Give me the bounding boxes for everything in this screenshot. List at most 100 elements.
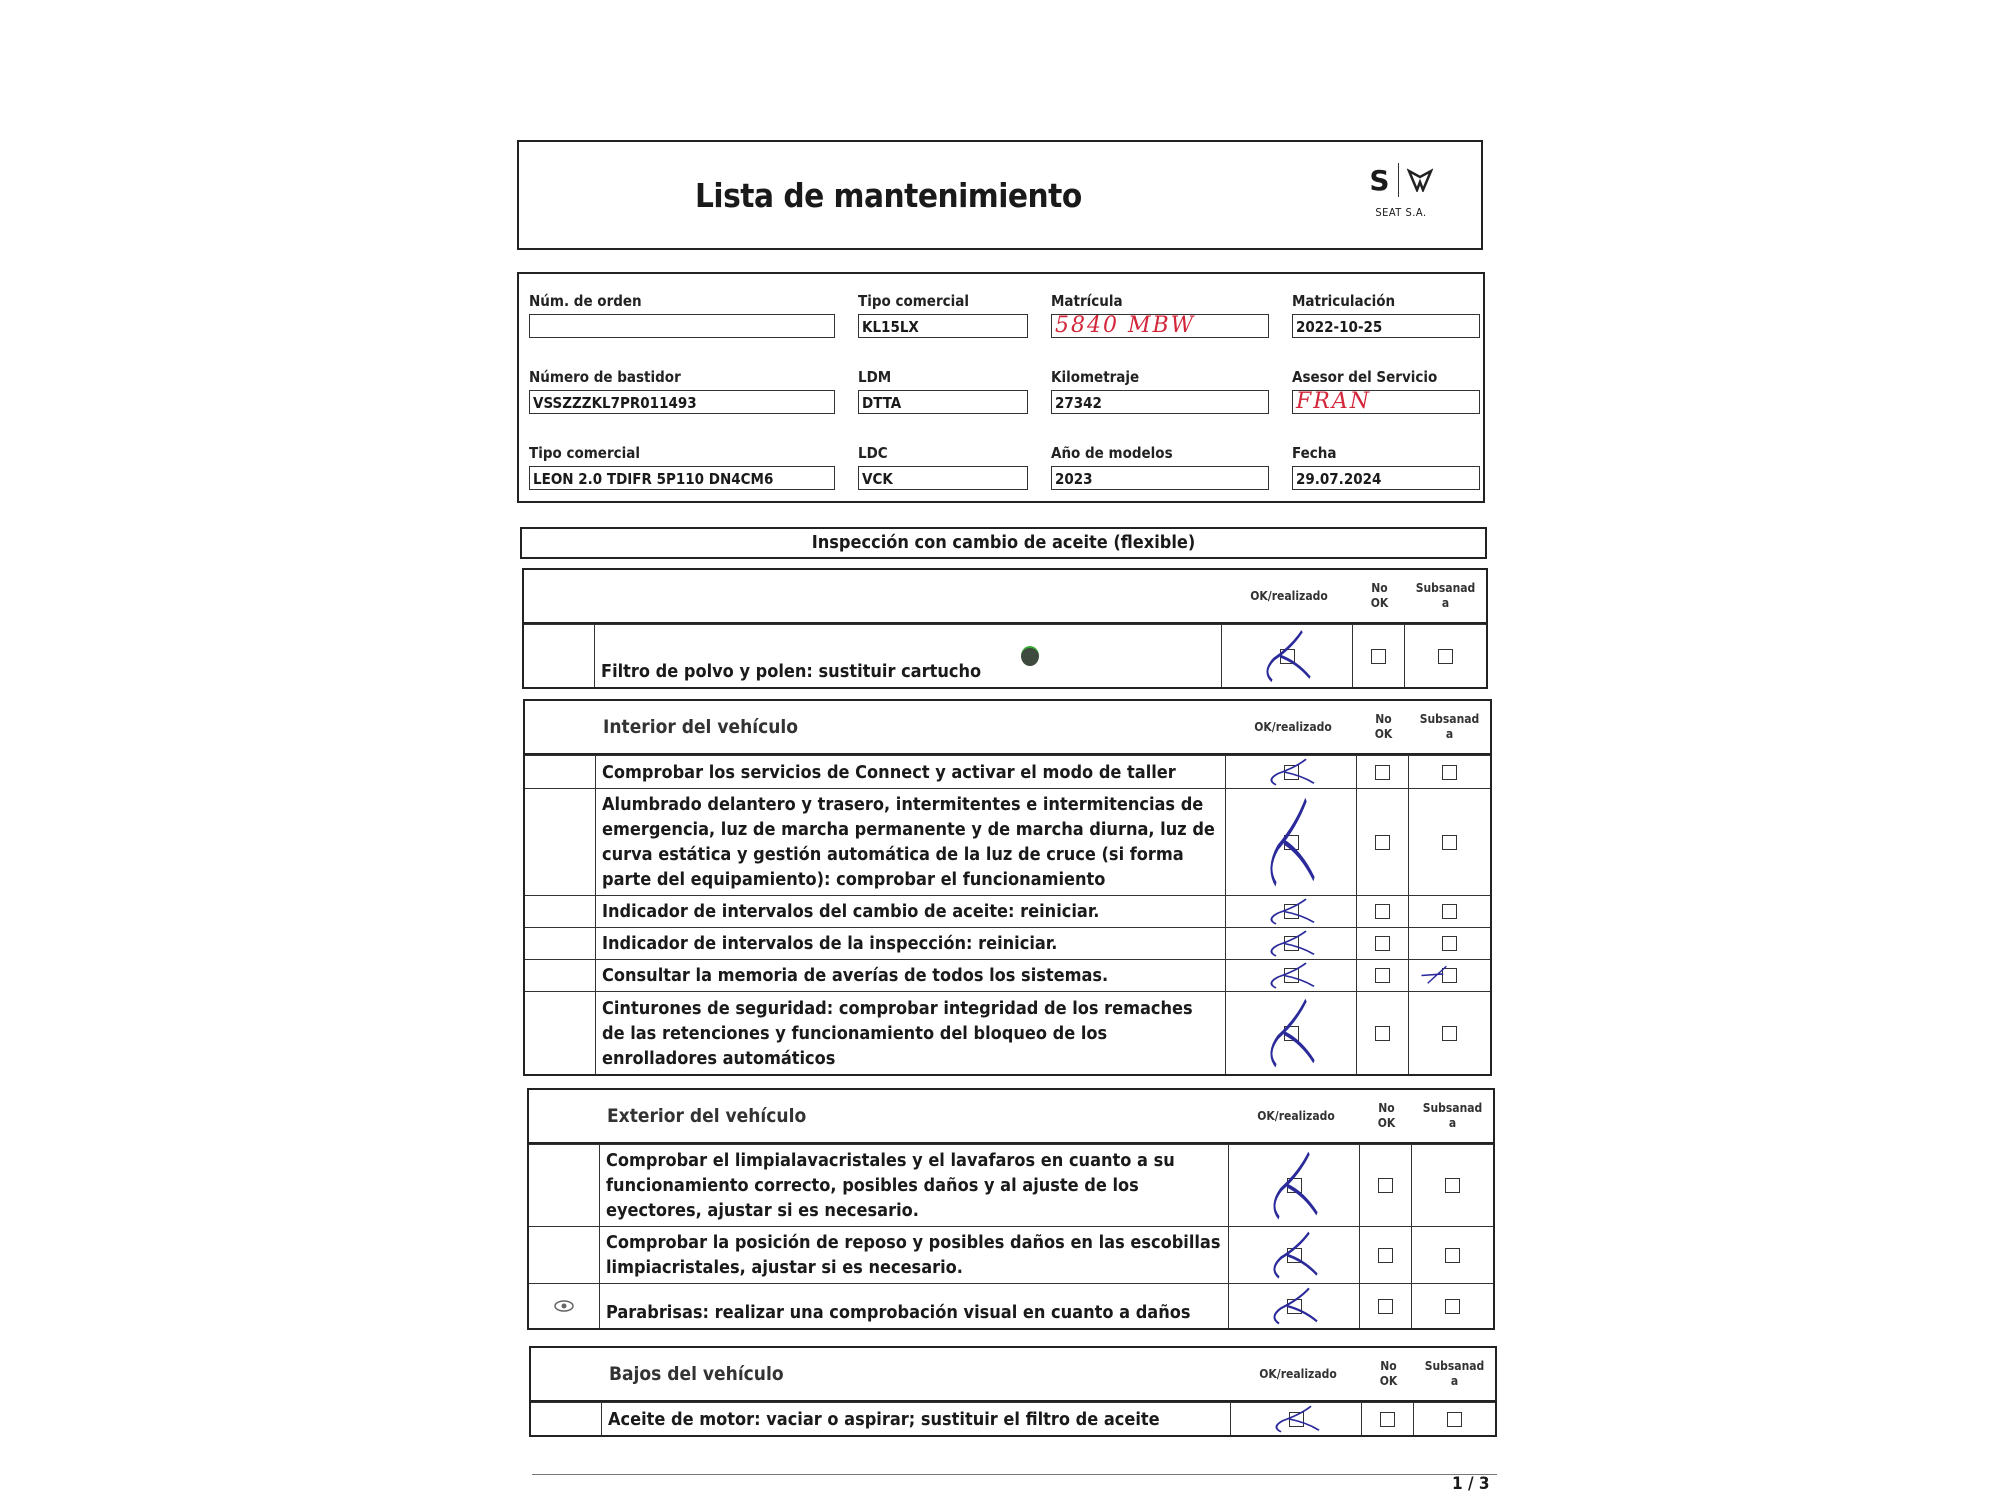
no-ok-checkbox[interactable]	[1378, 1298, 1393, 1314]
service-advisor-value[interactable]: FRAN	[1292, 390, 1480, 414]
commercial-type-value[interactable]: KL15LX	[858, 314, 1028, 338]
vehicle-info-box: Núm. de orden Tipo comercial KL15LX Matrícu…	[517, 272, 1485, 503]
section-header: OK/realizado No OK Subsanad a	[524, 570, 1486, 624]
ok-cell[interactable]	[1226, 928, 1357, 959]
subsanada-checkbox[interactable]	[1442, 1025, 1457, 1041]
ldm-value[interactable]: DTTA	[858, 390, 1028, 414]
field-label: Número de bastidor	[529, 368, 681, 386]
no-ok-cell[interactable]	[1360, 1284, 1412, 1328]
table-row: Cinturones de seguridad: comprobar integ…	[525, 991, 1490, 1074]
column-subsanada: Subsanad a	[1424, 1359, 1485, 1388]
no-ok-checkbox[interactable]	[1375, 1025, 1390, 1041]
page-number: 1 / 3	[1452, 1474, 1490, 1494]
subsanada-cell[interactable]	[1405, 625, 1486, 687]
no-ok-checkbox[interactable]	[1375, 936, 1390, 951]
no-ok-cell[interactable]	[1357, 789, 1409, 895]
subsanada-cell[interactable]	[1412, 1227, 1493, 1283]
no-ok-checkbox[interactable]	[1375, 968, 1390, 983]
ok-cell[interactable]	[1226, 756, 1357, 788]
ok-checkbox[interactable]	[1283, 904, 1299, 919]
field-date: Fecha 29.07.2024	[1292, 444, 1480, 490]
table-row: Filtro de polvo y polen: sustituir cartu…	[524, 624, 1486, 687]
ok-checkbox[interactable]	[1279, 648, 1295, 664]
column-no-ok: No OK	[1370, 581, 1389, 610]
item-text: Cinturones de seguridad: comprobar integ…	[596, 992, 1226, 1074]
no-ok-cell[interactable]	[1360, 1227, 1412, 1283]
no-ok-checkbox[interactable]	[1375, 904, 1390, 919]
subsanada-cell[interactable]	[1412, 1145, 1493, 1226]
subsanada-checkbox[interactable]	[1447, 1411, 1462, 1427]
ok-checkbox[interactable]	[1286, 1178, 1302, 1193]
ok-cell[interactable]	[1229, 1145, 1360, 1226]
subsanada-cell[interactable]	[1414, 1403, 1495, 1435]
ok-checkbox[interactable]	[1288, 1411, 1304, 1427]
no-ok-checkbox[interactable]	[1371, 648, 1386, 664]
no-ok-checkbox[interactable]	[1375, 834, 1390, 850]
ok-checkbox[interactable]	[1283, 936, 1299, 951]
no-ok-cell[interactable]	[1362, 1403, 1414, 1435]
date-value[interactable]: 29.07.2024	[1292, 466, 1480, 490]
ok-checkbox[interactable]	[1283, 764, 1299, 780]
table-row: Comprobar la posición de reposo y posibl…	[529, 1226, 1493, 1283]
subsanada-checkbox[interactable]	[1442, 764, 1457, 780]
subsanada-cell[interactable]	[1409, 896, 1490, 927]
table-row: Comprobar los servicios de Connect y act…	[525, 755, 1490, 788]
ok-cell[interactable]	[1222, 625, 1353, 687]
seat-logo-icon: S	[1369, 163, 1390, 197]
ok-cell[interactable]	[1226, 896, 1357, 927]
ok-cell[interactable]	[1226, 960, 1357, 991]
ldc-value[interactable]: VCK	[858, 466, 1028, 490]
subsanada-checkbox[interactable]	[1442, 968, 1457, 983]
footer-divider	[532, 1474, 1497, 1475]
no-ok-cell[interactable]	[1357, 960, 1409, 991]
no-ok-checkbox[interactable]	[1378, 1178, 1393, 1193]
model-year-value[interactable]: 2023	[1051, 466, 1269, 490]
no-ok-checkbox[interactable]	[1378, 1247, 1393, 1263]
subsanada-cell[interactable]	[1409, 960, 1490, 991]
ok-cell[interactable]	[1231, 1403, 1362, 1435]
ok-checkbox[interactable]	[1283, 834, 1299, 850]
subsanada-cell[interactable]	[1409, 928, 1490, 959]
subsanada-checkbox[interactable]	[1442, 904, 1457, 919]
no-ok-cell[interactable]	[1357, 896, 1409, 927]
no-ok-checkbox[interactable]	[1380, 1411, 1395, 1427]
subsanada-cell[interactable]	[1409, 992, 1490, 1074]
commercial-type-model-value[interactable]: LEON 2.0 TDIFR 5P110 DN4CM6	[529, 466, 835, 490]
license-plate-value[interactable]: 5840 MBW	[1051, 314, 1269, 338]
ok-cell[interactable]	[1226, 992, 1357, 1074]
field-order-number: Núm. de orden	[529, 292, 835, 338]
no-ok-cell[interactable]	[1357, 756, 1409, 788]
column-no-ok: No OK	[1374, 712, 1393, 741]
ok-checkbox[interactable]	[1283, 968, 1299, 983]
subsanada-cell[interactable]	[1409, 789, 1490, 895]
subsanada-checkbox[interactable]	[1438, 648, 1453, 664]
subsanada-cell[interactable]	[1409, 756, 1490, 788]
subsanada-checkbox[interactable]	[1445, 1178, 1460, 1193]
subsanada-cell[interactable]	[1412, 1284, 1493, 1328]
no-ok-cell[interactable]	[1357, 992, 1409, 1074]
chassis-number-value[interactable]: VSSZZZKL7PR011493	[529, 390, 835, 414]
item-text: Consultar la memoria de averías de todos…	[596, 960, 1226, 991]
no-ok-checkbox[interactable]	[1375, 764, 1390, 780]
row-marker-cell	[525, 896, 596, 927]
table-row: Consultar la memoria de averías de todos…	[525, 959, 1490, 991]
field-label: LDC	[858, 444, 888, 462]
ok-checkbox[interactable]	[1286, 1298, 1302, 1314]
ok-cell[interactable]	[1229, 1284, 1360, 1328]
no-ok-cell[interactable]	[1353, 625, 1405, 687]
no-ok-cell[interactable]	[1357, 928, 1409, 959]
registration-date-value[interactable]: 2022-10-25	[1292, 314, 1480, 338]
subsanada-checkbox[interactable]	[1445, 1247, 1460, 1263]
order-number-value[interactable]	[529, 314, 835, 338]
ok-checkbox[interactable]	[1283, 1025, 1299, 1041]
subsanada-checkbox[interactable]	[1442, 834, 1457, 850]
mileage-value[interactable]: 27342	[1051, 390, 1269, 414]
subsanada-checkbox[interactable]	[1442, 936, 1457, 951]
ok-cell[interactable]	[1229, 1227, 1360, 1283]
ok-cell[interactable]	[1226, 789, 1357, 895]
no-ok-cell[interactable]	[1360, 1145, 1412, 1226]
item-text: Comprobar la posición de reposo y posibl…	[600, 1227, 1229, 1283]
subsanada-checkbox[interactable]	[1445, 1298, 1460, 1314]
ok-checkbox[interactable]	[1286, 1247, 1302, 1263]
eye-icon	[554, 1300, 574, 1312]
